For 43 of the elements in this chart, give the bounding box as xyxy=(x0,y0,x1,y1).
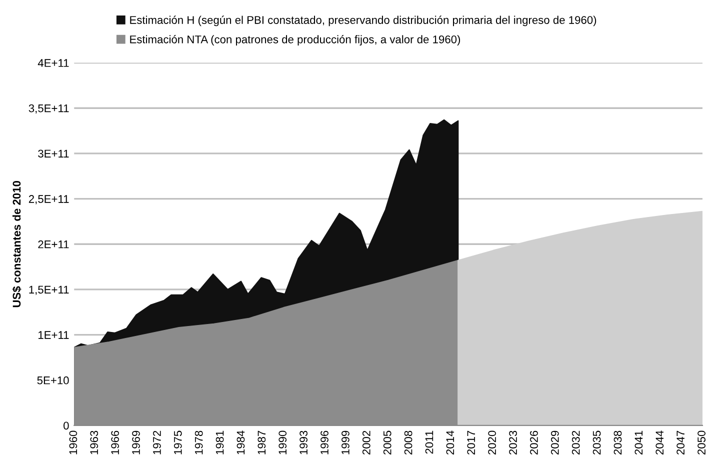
x-tick-label: 1972 xyxy=(153,430,161,454)
x-tick-label: 1996 xyxy=(320,430,328,454)
x-tick-label: 1960 xyxy=(69,430,78,454)
x-tick-label: 2002 xyxy=(362,430,370,454)
y-tick-label: 3E+11 xyxy=(38,150,69,158)
x-tick-label: 1993 xyxy=(300,430,308,454)
y-tick-label: 3,5E+11 xyxy=(28,104,69,114)
x-tick-label: 2050 xyxy=(698,430,706,454)
x-tick-label: 1969 xyxy=(132,430,140,454)
legend-label: Estimación NTA (con patrones de producción fijos, a valor de 1960) xyxy=(130,35,460,46)
x-tick-label: 2038 xyxy=(614,430,622,454)
x-tick-label: 1975 xyxy=(174,430,182,454)
x-tick-label: 2020 xyxy=(488,430,496,454)
x-tick-label: 1981 xyxy=(216,430,224,454)
x-tick-label: 2011 xyxy=(425,430,434,454)
x-tick-label: 2044 xyxy=(656,430,664,454)
x-tick-label: 2008 xyxy=(404,430,412,454)
y-tick-label: 4E+11 xyxy=(38,59,69,67)
x-tick-label: 1978 xyxy=(194,430,203,454)
y-tick-label: 2E+11 xyxy=(38,240,69,248)
y-tick-label: 0 xyxy=(64,422,69,430)
x-tick-label: 1999 xyxy=(342,430,350,454)
x-tick-label: 2047 xyxy=(676,430,685,454)
y-tick-label: 1E+11 xyxy=(38,331,69,339)
x-tick-label: 2017 xyxy=(467,430,476,454)
y-tick-label: 5E+10 xyxy=(37,376,69,384)
y-axis-title: US$ constantes de 2010 xyxy=(12,180,22,308)
x-tick-label: 2035 xyxy=(592,430,601,454)
x-tick-label: 2029 xyxy=(550,430,559,454)
x-tick-label: 1966 xyxy=(111,430,119,454)
x-tick-label: 1990 xyxy=(278,430,287,454)
x-tick-label: 2014 xyxy=(446,430,454,454)
x-tick-label: 1963 xyxy=(90,430,98,454)
x-tick-label: 1987 xyxy=(258,430,266,454)
x-tick-label: 2041 xyxy=(634,430,643,454)
x-tick-label: 2032 xyxy=(572,430,580,454)
x-tick-label: 1984 xyxy=(236,430,245,454)
legend-label: Estimación H (según el PBI constatado, preservando distribución primaria del ingreso de 1960) xyxy=(130,16,596,26)
y-tick-label: 2,5E+11 xyxy=(28,195,69,204)
y-tick-label: 1,5E+11 xyxy=(29,286,69,295)
x-tick-label: 2023 xyxy=(509,430,517,454)
x-tick-label: 2005 xyxy=(383,430,392,454)
x-tick-label: 2026 xyxy=(530,430,538,454)
